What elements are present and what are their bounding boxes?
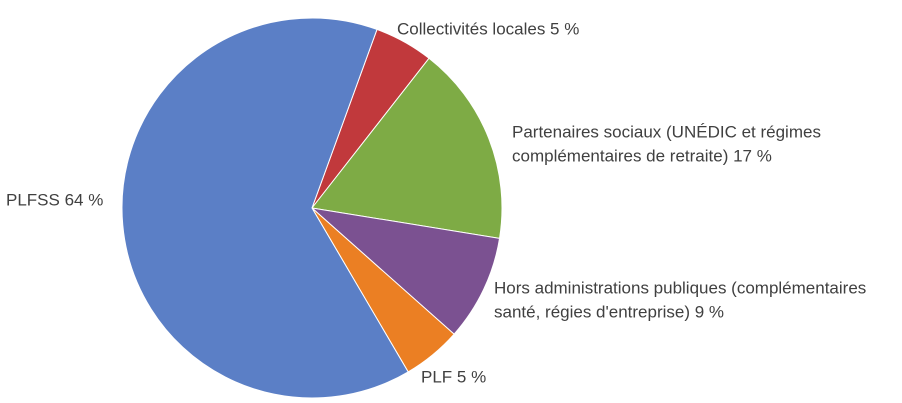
slice-label: complémentaires de retraite) 17 % (512, 146, 772, 165)
slice-label: Hors administrations publiques (compléme… (494, 278, 866, 297)
slice-label: Collectivités locales 5 % (397, 19, 579, 38)
slice-label: santé, régies d'entreprise) 9 % (494, 302, 724, 321)
slice-label: PLFSS 64 % (6, 190, 103, 209)
slice-label: PLF 5 % (421, 367, 486, 386)
pie-slice (310, 207, 501, 335)
pie-slice (311, 57, 503, 239)
slice-label: Partenaires sociaux (UNÉDIC et régimes (512, 122, 821, 141)
pie-slice (121, 17, 409, 399)
